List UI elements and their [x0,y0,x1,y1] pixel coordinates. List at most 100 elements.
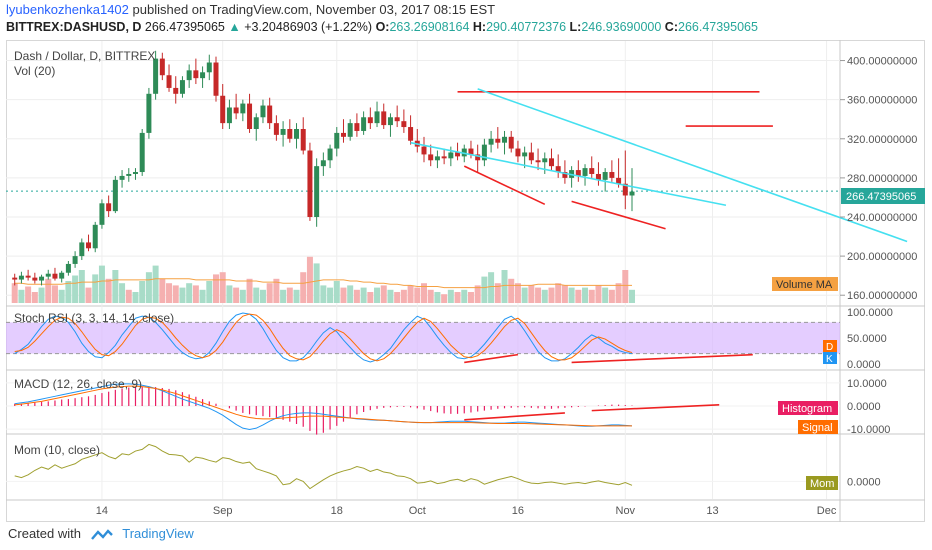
candle-body [502,136,508,143]
volume-bar [501,270,508,303]
mom-label: Mom [810,478,834,490]
chart-frame[interactable] [6,40,925,522]
candle-body [461,148,467,157]
stoch-trend-line [571,353,753,364]
volume-bar [508,278,515,303]
volume-bar [521,287,528,303]
candle-body [220,95,226,124]
candle-body [354,123,360,131]
created-with-label: Created with [8,526,81,541]
volume-bar [226,285,233,303]
volume-bar [31,292,38,303]
candle-body [59,272,65,279]
candle-body [173,87,179,94]
x-tick-label: Oct [409,505,426,517]
candle-body [307,150,313,217]
candle-body [468,148,474,155]
candle-body [273,123,279,135]
volume-bar [300,272,307,303]
candle-body [247,103,253,129]
stoch-band-fill [6,322,840,354]
candle-body [347,123,353,137]
trend-line [463,165,546,206]
stoch-k-badge [823,352,837,364]
candle-body [481,144,487,161]
volume-bar [219,272,226,303]
volume-bar [421,283,427,303]
volume-bar [454,292,461,303]
volume-bar [179,287,186,303]
volume-bar [333,281,340,303]
low-value: 246.93690000 [581,20,662,34]
candle-body [200,72,206,79]
stoch-series-line [14,313,633,362]
stoch-series-line [14,312,633,363]
candle-body [548,158,554,167]
channel-line [477,88,908,243]
volume-bar [313,263,320,303]
trend-line [571,200,666,230]
volume-bar [629,289,635,303]
volume-bar [427,289,434,303]
volume-bar [266,283,273,303]
candle-body [126,173,132,176]
candle-body [86,242,92,249]
volume-bar [555,283,562,303]
mom-plot [14,443,633,490]
x-tick-label: 13 [706,505,718,517]
candle-body [32,277,38,281]
volume-bar [494,283,501,303]
candle-body [320,160,326,167]
candle-body [45,273,51,277]
volume-bar [548,287,555,303]
volume-bar [286,287,293,303]
candle-body [112,179,118,212]
volume-bar [320,285,327,303]
mom-badge [806,476,838,490]
tradingview-brand-link[interactable]: TradingView [122,526,194,541]
candle-body [139,132,145,173]
signal-badge [798,420,838,434]
candle-body [119,175,125,180]
mom-series-line [14,443,633,490]
y-tick-label: -10.0000 [847,424,890,436]
volume-bar [380,285,387,303]
close-value: 266.47395065 [678,20,758,34]
candle-body [528,152,534,161]
candle-body [92,224,98,249]
volume-bar [407,285,414,303]
y-tick-label: 240.00000000 [847,212,917,224]
candle-body [595,173,601,180]
author-link[interactable]: lyubenkozhenka1402 [6,2,129,17]
volume-bar [394,292,401,303]
volume-ma-badge [772,277,838,291]
volume-bar [186,283,193,303]
volume-bar [38,287,45,303]
volume-bar [588,289,595,303]
drawings[interactable] [410,88,908,243]
macd-series-line [14,385,632,427]
candle-body [166,75,172,88]
publish-info: published on TradingView.com, November 0… [132,2,496,17]
volume-bar [595,285,602,303]
macd-plot [14,383,720,435]
y-tick-label: 0.0000 [847,476,881,488]
candle-body [153,58,159,94]
candle-body [582,168,588,176]
volume-bar [481,276,488,303]
tradingview-logo-icon [90,528,113,540]
y-tick-label: 160.00000000 [847,290,917,302]
candle-body [314,166,320,217]
stoch-lines [14,312,753,364]
candle-body [146,93,152,133]
volume-bar [58,289,65,303]
candle-body [267,105,273,124]
volume-bar [132,292,139,303]
channel-line [410,141,727,207]
volume-bar [608,289,615,303]
volume-bar [467,292,474,303]
volume-bar [233,287,240,303]
y-tick-label: 0.0000 [847,401,881,413]
volume-bar [239,289,246,303]
